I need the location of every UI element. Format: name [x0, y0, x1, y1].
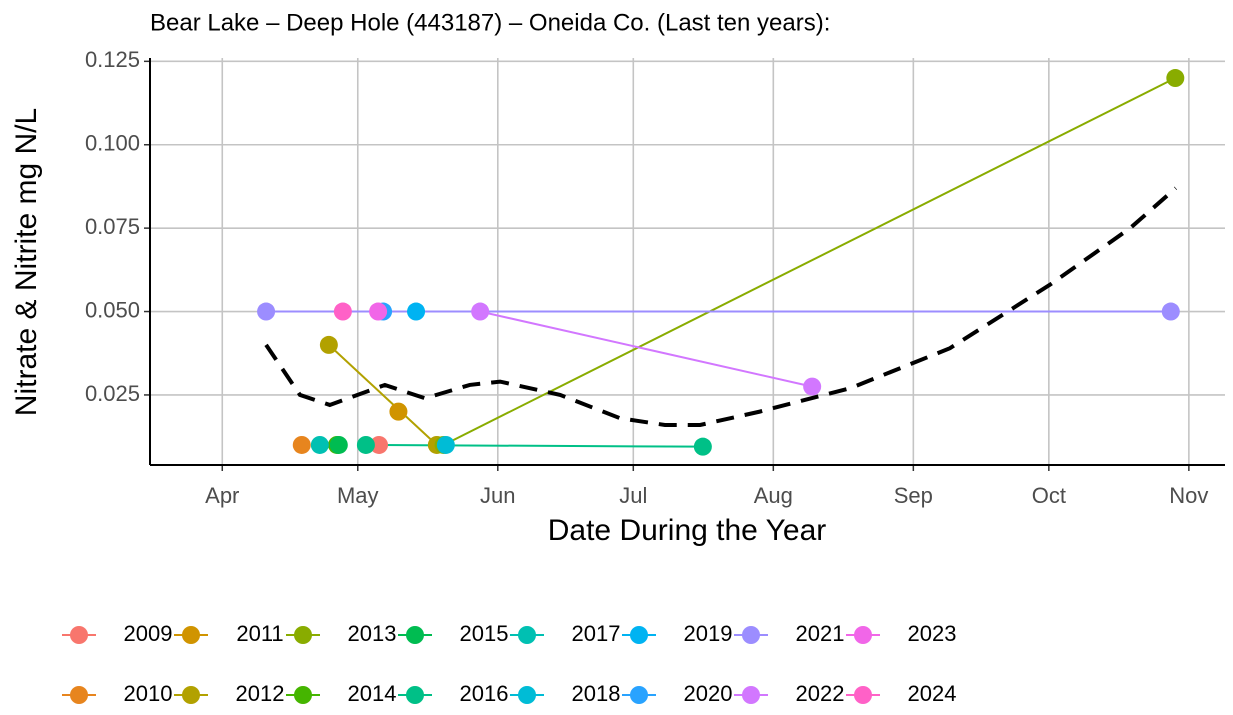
- legend-label: 2020: [684, 681, 733, 706]
- series-points: [257, 69, 1185, 456]
- series-lines: [266, 77, 1176, 448]
- data-point: [1161, 302, 1180, 321]
- legend-key-point: [406, 686, 424, 704]
- x-tick-label: May: [337, 483, 379, 508]
- legend-label: 2017: [572, 621, 621, 646]
- data-point: [407, 302, 426, 321]
- data-point: [319, 335, 338, 354]
- y-tick-label: 0.025: [85, 381, 140, 406]
- x-tick-label: Jul: [619, 483, 647, 508]
- grid: [150, 58, 1225, 465]
- legend-label: 2014: [348, 681, 397, 706]
- data-point: [389, 402, 408, 421]
- legend-key-point: [518, 626, 536, 644]
- legend-label: 2021: [796, 621, 845, 646]
- data-point: [310, 435, 329, 454]
- legend-key-point: [294, 686, 312, 704]
- legend-label: 2010: [124, 681, 173, 706]
- y-axis-title: Nitrate & Nitrite mg N/L: [10, 108, 43, 416]
- legend-key-point: [70, 686, 88, 704]
- legend-key-point: [70, 626, 88, 644]
- chart-title: Bear Lake – Deep Hole (443187) – Oneida …: [150, 9, 830, 36]
- x-tick-label: Aug: [754, 483, 793, 508]
- y-tick-label: 0.050: [85, 297, 140, 322]
- x-tick-label: Oct: [1032, 483, 1066, 508]
- x-tick-label: Nov: [1169, 483, 1208, 508]
- data-point: [436, 435, 455, 454]
- series-line: [365, 443, 703, 448]
- legend-label: 2018: [572, 681, 621, 706]
- legend-label: 2013: [348, 621, 397, 646]
- x-tick-label: Apr: [205, 483, 239, 508]
- series-line: [328, 344, 438, 446]
- legend-key-point: [742, 626, 760, 644]
- data-point: [1166, 69, 1185, 88]
- data-point: [803, 377, 822, 396]
- legend-key-point: [406, 626, 424, 644]
- legend-label: 2023: [908, 621, 957, 646]
- data-point: [257, 302, 276, 321]
- legend-label: 2012: [236, 681, 285, 706]
- data-point: [471, 302, 490, 321]
- legend-key-point: [182, 686, 200, 704]
- legend-label: 2019: [684, 621, 733, 646]
- legend-label: 2011: [236, 621, 283, 646]
- legend-key-point: [294, 626, 312, 644]
- x-tick-label: Sep: [894, 483, 933, 508]
- legend-label: 2009: [124, 621, 173, 646]
- legend-key-point: [630, 626, 648, 644]
- legend-key-point: [742, 686, 760, 704]
- legend-key-point: [854, 686, 872, 704]
- y-tick-label: 0.100: [85, 131, 140, 156]
- legend: 2009 2010 2011 2012 2013 2014 2015 2016 2017 2018…: [62, 621, 956, 706]
- data-point: [370, 435, 389, 454]
- y-tick-label: 0.125: [85, 47, 140, 72]
- legend-key-point: [630, 686, 648, 704]
- data-point: [693, 437, 712, 456]
- y-tick-label: 0.075: [85, 214, 140, 239]
- data-point: [329, 435, 348, 454]
- x-tick-label: Jun: [480, 483, 515, 508]
- data-point: [356, 435, 375, 454]
- legend-label: 2016: [460, 681, 509, 706]
- legend-label: 2015: [460, 621, 509, 646]
- data-point: [333, 302, 352, 321]
- series-line: [479, 310, 813, 388]
- trend-line: [264, 186, 1178, 427]
- data-point: [369, 302, 388, 321]
- legend-label: 2024: [908, 681, 957, 706]
- legend-key-point: [182, 626, 200, 644]
- series-line: [443, 77, 1176, 446]
- x-axis-title: Date During the Year: [548, 514, 827, 547]
- legend-key-point: [518, 686, 536, 704]
- legend-key-point: [854, 626, 872, 644]
- legend-label: 2022: [796, 681, 845, 706]
- data-point: [292, 435, 311, 454]
